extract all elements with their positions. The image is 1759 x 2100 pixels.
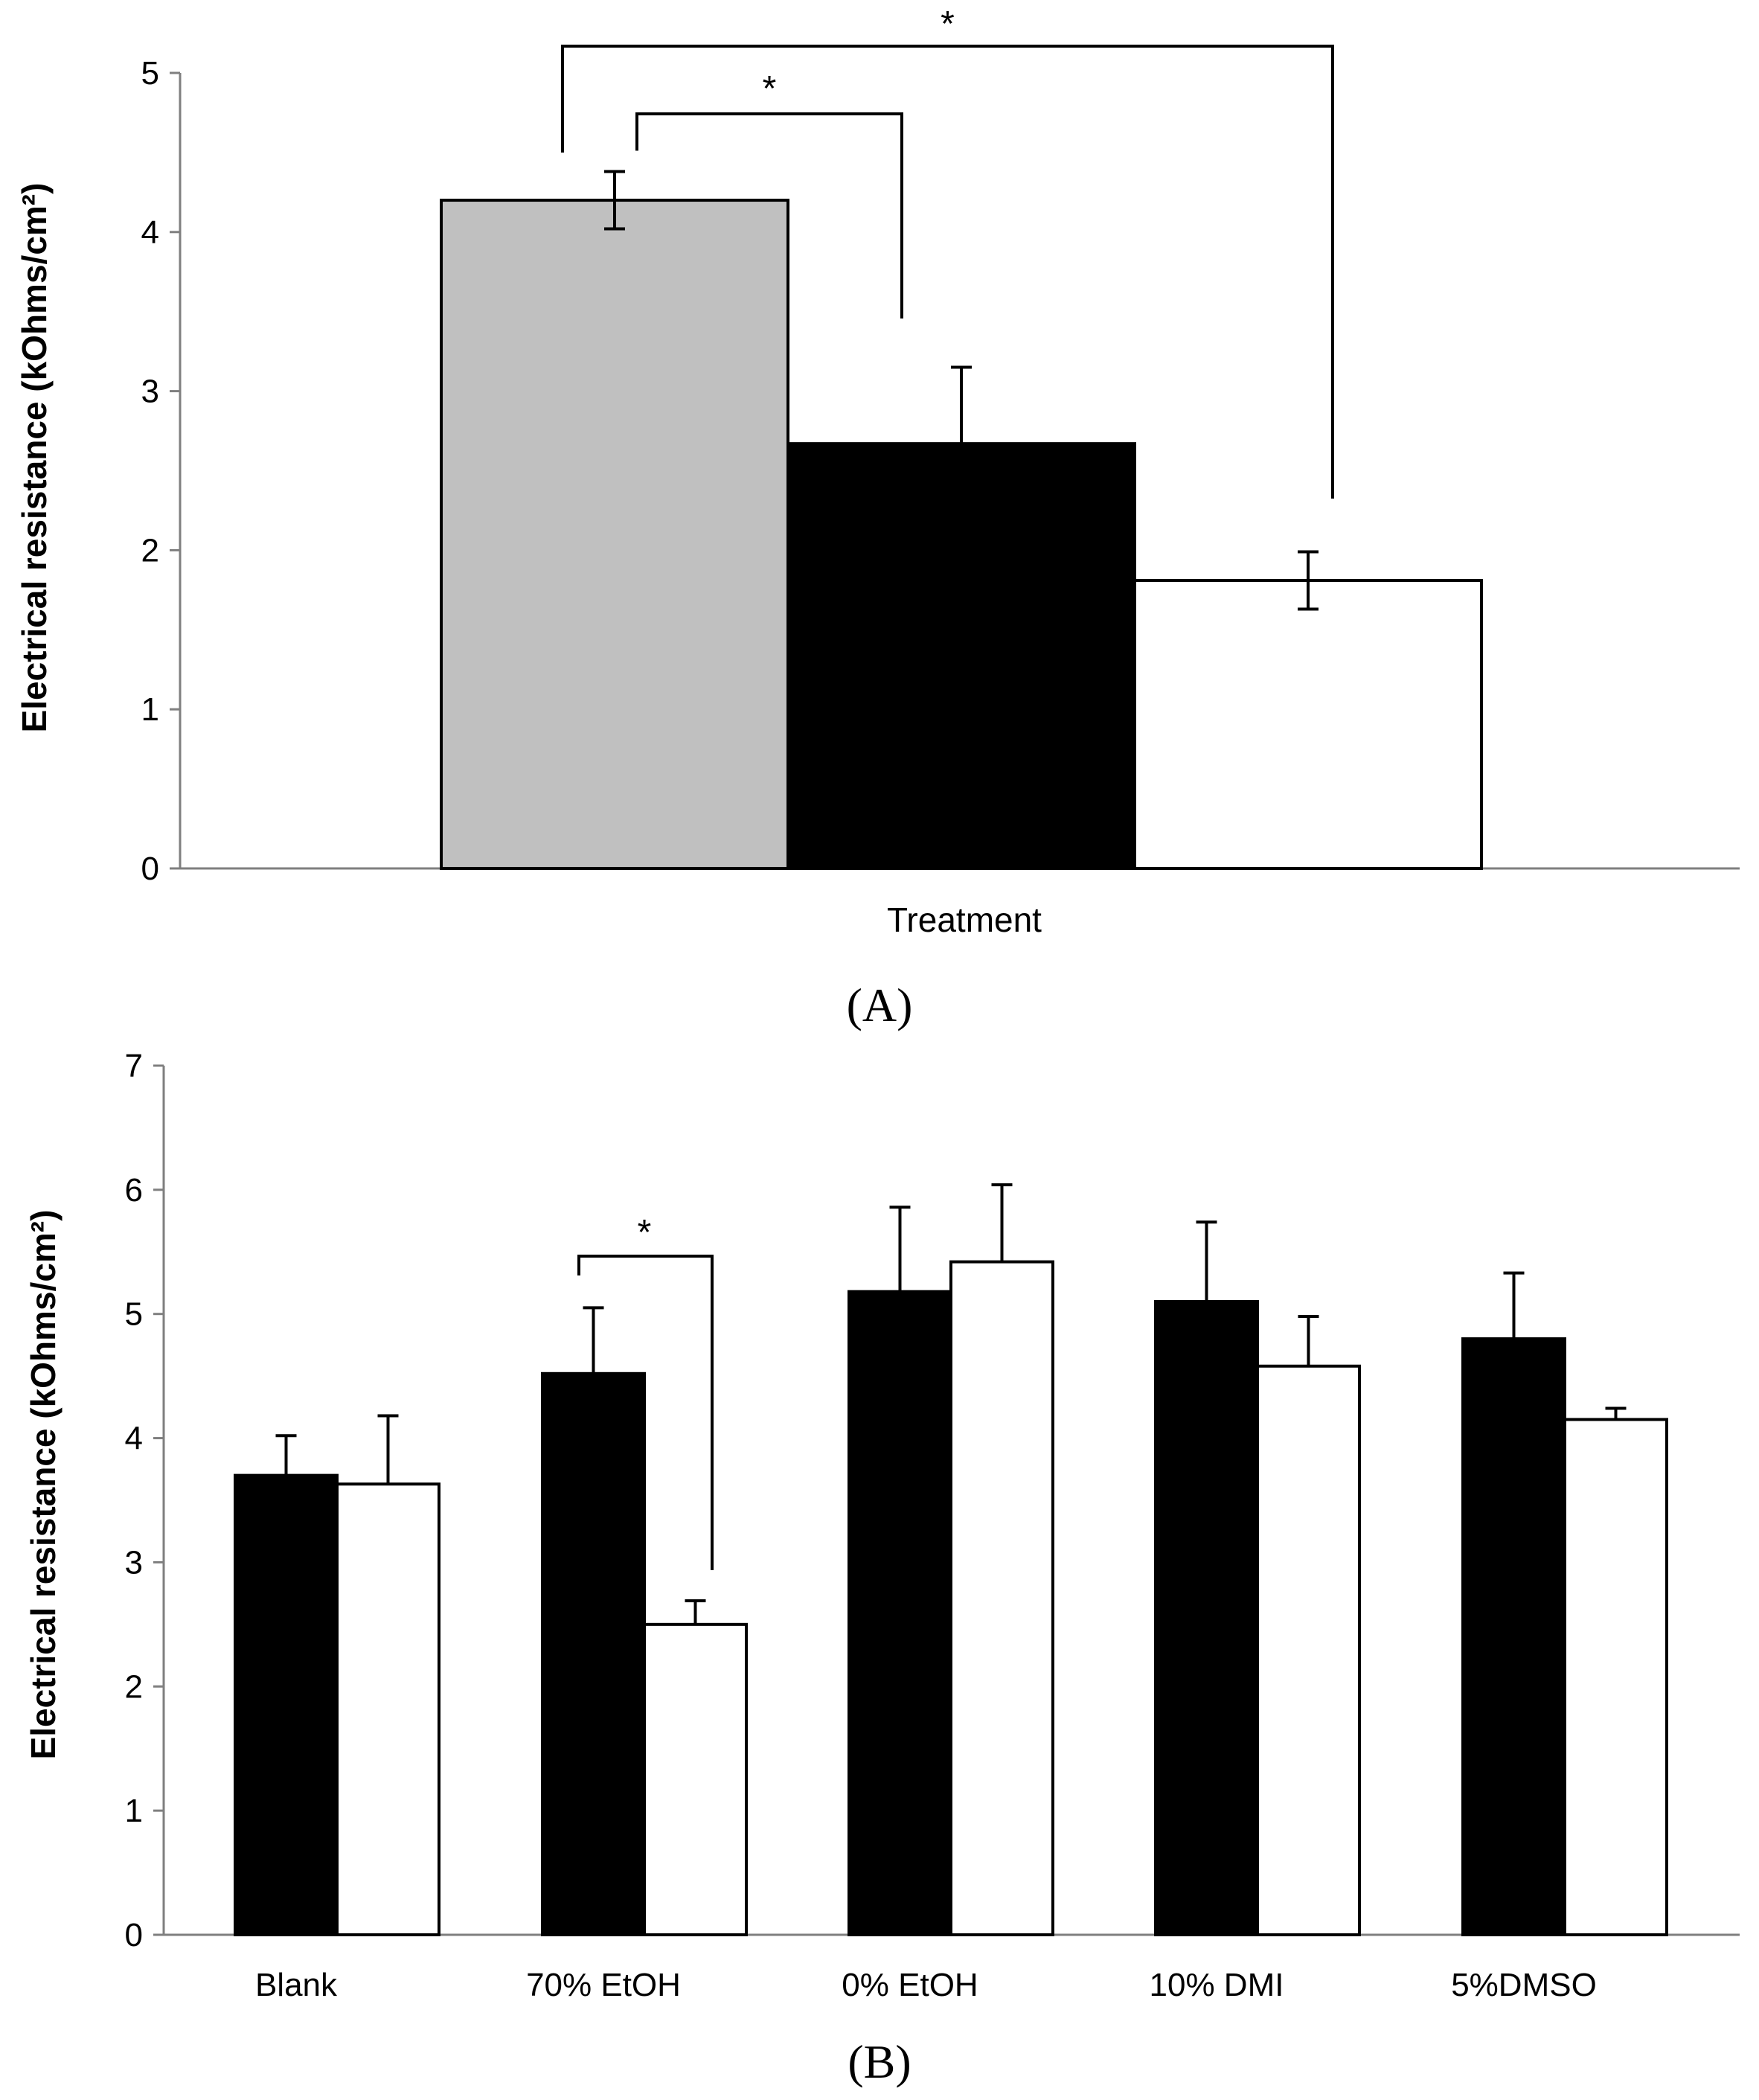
panel-b-x-tick-label: 10% DMI: [1150, 1967, 1284, 2003]
panel-b-x-tick-labels: Blank 70% EtOH 0% EtOH 10% DMI 5%DMSO: [255, 1967, 1597, 2003]
panel-a-y-tick-label: 3: [141, 374, 159, 410]
panel-a-bars: [440, 170, 1483, 871]
panel-a-significance-star: *: [941, 4, 955, 44]
panel-b-bars: [234, 1183, 1668, 1937]
panel-b-bar-black: [848, 1290, 952, 1937]
panel-b-y-tick-label: 5: [125, 1296, 143, 1333]
panel-b-bar-black: [234, 1473, 339, 1936]
panel-b-bar-white: [1256, 1364, 1361, 1936]
panel-b-significance: *: [577, 1213, 714, 1570]
panel-a-significance: **: [561, 4, 1334, 499]
panel-b-bar-white: [643, 1622, 748, 1937]
panel-a-y-tick-label: 4: [141, 214, 159, 251]
panel-a-axes: 0 1 2 3 4 5: [141, 55, 1740, 887]
panel-b-y-axis-title: Electrical resistance (kOhms/cm²): [24, 1210, 63, 1760]
panel-b-x-tick-label: 70% EtOH: [526, 1967, 681, 2003]
panel-a-x-axis-title: Treatment: [887, 900, 1042, 939]
panel-b-y-tick-label: 4: [125, 1421, 143, 1457]
panel-b-significance-bracket: [577, 1255, 714, 1570]
panel-a-y-tick-label: 0: [141, 851, 159, 887]
panel-a-y-tick-label: 5: [141, 55, 159, 92]
panel-b-x-tick-label: Blank: [255, 1967, 338, 2003]
panel-b-y-tick-label: 0: [125, 1917, 143, 1953]
panel-b-bar-white: [1563, 1418, 1668, 1936]
panel-b-bar-black: [1154, 1300, 1259, 1936]
panel-b-chart: 0 1 2 3 4 5 6 7 * Blank 70% EtOH 0% EtOH 10% DMI 5%…: [24, 1048, 1740, 2088]
panel-b-bar-white: [949, 1260, 1054, 1936]
panel-b-x-tick-label: 0% EtOH: [842, 1967, 978, 2003]
panel-a-y-axis-title: Electrical resistance (kOhms/cm²): [15, 183, 54, 733]
panel-a-label: (A): [847, 979, 913, 1031]
panel-a-significance-star: *: [763, 69, 777, 109]
panel-a-significance-bracket: [561, 45, 1334, 499]
panel-b-y-tick-label: 2: [125, 1668, 143, 1705]
panel-b-significance-star: *: [638, 1213, 652, 1252]
panel-b-y-tick-label: 7: [125, 1048, 143, 1084]
panel-b-bar-black: [1461, 1337, 1566, 1936]
panel-b-x-tick-label: 5%DMSO: [1451, 1967, 1597, 2003]
panel-b-bar-white: [336, 1482, 440, 1936]
panel-b-y-tick-label: 1: [125, 1793, 143, 1829]
panel-a-significance-bracket: [635, 112, 903, 318]
panel-a-bar-grey: [440, 199, 789, 871]
panel-a-y-tick-label: 1: [141, 691, 159, 728]
panel-b-bar-black: [541, 1371, 646, 1936]
panel-a-y-tick-label: 2: [141, 532, 159, 569]
panel-b-y-tick-label: 3: [125, 1544, 143, 1581]
panel-a-bar-white: [1133, 579, 1483, 870]
panel-b-y-tick-label: 6: [125, 1172, 143, 1209]
panel-b-label: (B): [848, 2035, 911, 2088]
